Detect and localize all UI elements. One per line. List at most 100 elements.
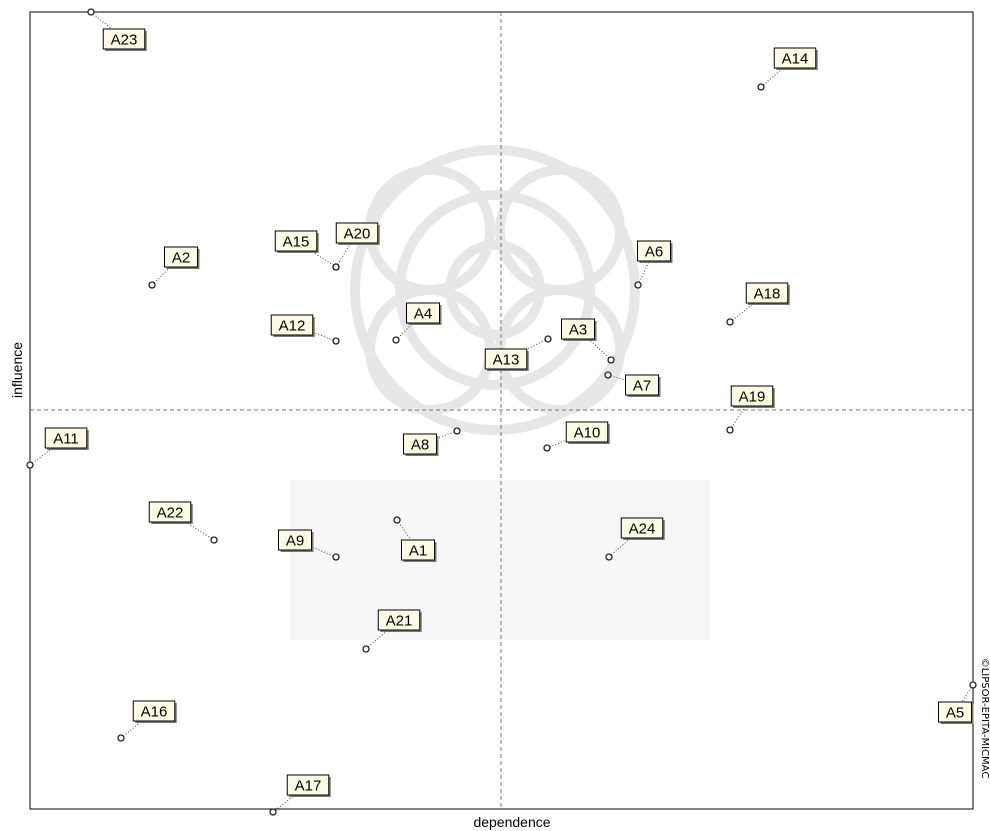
point-marker — [604, 371, 612, 379]
point-marker — [544, 335, 552, 343]
point-label: A8 — [403, 433, 439, 456]
point-marker — [393, 516, 401, 524]
label-box — [773, 47, 817, 69]
credit-text: ©LIPSOR-EPITA-MICMAC — [979, 658, 990, 779]
label-text: A22 — [157, 505, 184, 522]
label-box — [401, 539, 435, 561]
label-box — [565, 421, 609, 443]
point-marker — [148, 281, 156, 289]
point-label: A3 — [561, 318, 597, 341]
label-box — [625, 374, 659, 396]
point-label: A5 — [938, 701, 974, 724]
label-box — [164, 246, 198, 268]
point-marker — [332, 337, 340, 345]
point-label: A16 — [132, 700, 177, 723]
point-marker — [607, 356, 615, 364]
label-text: A11 — [53, 431, 79, 448]
label-box — [286, 774, 330, 796]
leader-line — [395, 312, 424, 341]
label-text: A9 — [286, 533, 304, 550]
point-labels: A1 A2 A3 A4 A5 A6 A7 A8 A9 A10 A11 A12 A13 A14 A15 A16 A… — [44, 28, 974, 797]
label-box — [148, 501, 192, 523]
label-box — [102, 28, 146, 50]
point-label: A19 — [730, 385, 775, 408]
watermark-logo — [350, 145, 640, 435]
watermark-band — [290, 480, 710, 640]
label-box — [335, 222, 379, 244]
label-text: A5 — [946, 705, 964, 722]
point-label: A10 — [565, 421, 610, 444]
point-marker — [332, 553, 340, 561]
label-box — [730, 385, 774, 407]
point-marker — [392, 336, 400, 344]
point-marker — [332, 263, 340, 271]
label-text: A10 — [574, 425, 601, 442]
point-label: A20 — [335, 222, 380, 245]
point-marker — [634, 281, 642, 289]
point-label: A14 — [773, 47, 818, 70]
label-text: A23 — [111, 32, 138, 49]
point-label: A24 — [620, 517, 665, 540]
leader-line — [637, 250, 655, 286]
leader-line — [419, 430, 458, 445]
label-text: A21 — [386, 613, 413, 630]
point-label: A23 — [102, 28, 147, 51]
point-marker — [543, 444, 551, 452]
point-marker — [726, 426, 734, 434]
label-box — [274, 230, 318, 252]
label-text: A16 — [141, 704, 168, 721]
point-marker — [210, 536, 218, 544]
label-text: A20 — [344, 226, 371, 243]
point-label: A12 — [270, 314, 315, 337]
quadrant-lines — [30, 12, 973, 809]
point-markers — [26, 8, 977, 816]
label-text: A6 — [645, 244, 663, 261]
leader-line — [120, 710, 155, 739]
point-marker — [757, 83, 765, 91]
point-label: A22 — [148, 501, 193, 524]
point-label: A15 — [274, 230, 319, 253]
point-marker — [969, 681, 977, 689]
label-text: A7 — [633, 378, 651, 395]
point-label: A6 — [637, 240, 673, 263]
point-label: A7 — [625, 374, 661, 397]
label-text: A8 — [411, 437, 429, 454]
point-marker — [87, 8, 95, 16]
label-box — [270, 314, 314, 336]
point-label: A9 — [278, 529, 314, 552]
label-box — [484, 348, 528, 370]
point-marker — [362, 645, 370, 653]
point-marker — [269, 808, 277, 816]
label-box — [377, 609, 421, 631]
label-text: A3 — [569, 322, 587, 339]
point-label: A1 — [401, 539, 437, 562]
point-label: A17 — [286, 774, 331, 797]
point-label: A11 — [44, 427, 89, 450]
label-text: A24 — [629, 521, 656, 538]
label-text: A17 — [295, 778, 322, 795]
label-box — [132, 700, 176, 722]
label-box — [44, 427, 88, 449]
label-box — [938, 701, 972, 723]
point-marker — [117, 734, 125, 742]
leader-line — [90, 11, 125, 40]
point-marker — [726, 318, 734, 326]
label-text: A2 — [172, 250, 190, 267]
x-axis-label: dependence — [473, 814, 550, 830]
point-marker — [453, 427, 461, 435]
label-text: A12 — [279, 318, 306, 335]
label-text: A13 — [493, 352, 520, 369]
label-box — [620, 517, 664, 539]
label-box — [403, 433, 437, 455]
label-box — [561, 318, 595, 340]
label-text: A19 — [739, 389, 766, 406]
point-marker — [26, 461, 34, 469]
y-axis-label: influence — [9, 342, 25, 398]
label-box — [278, 529, 312, 551]
label-text: A18 — [754, 286, 781, 303]
label-text: A15 — [283, 234, 310, 251]
label-box — [637, 240, 671, 262]
point-label: A13 — [484, 348, 529, 371]
label-text: A14 — [782, 51, 809, 68]
